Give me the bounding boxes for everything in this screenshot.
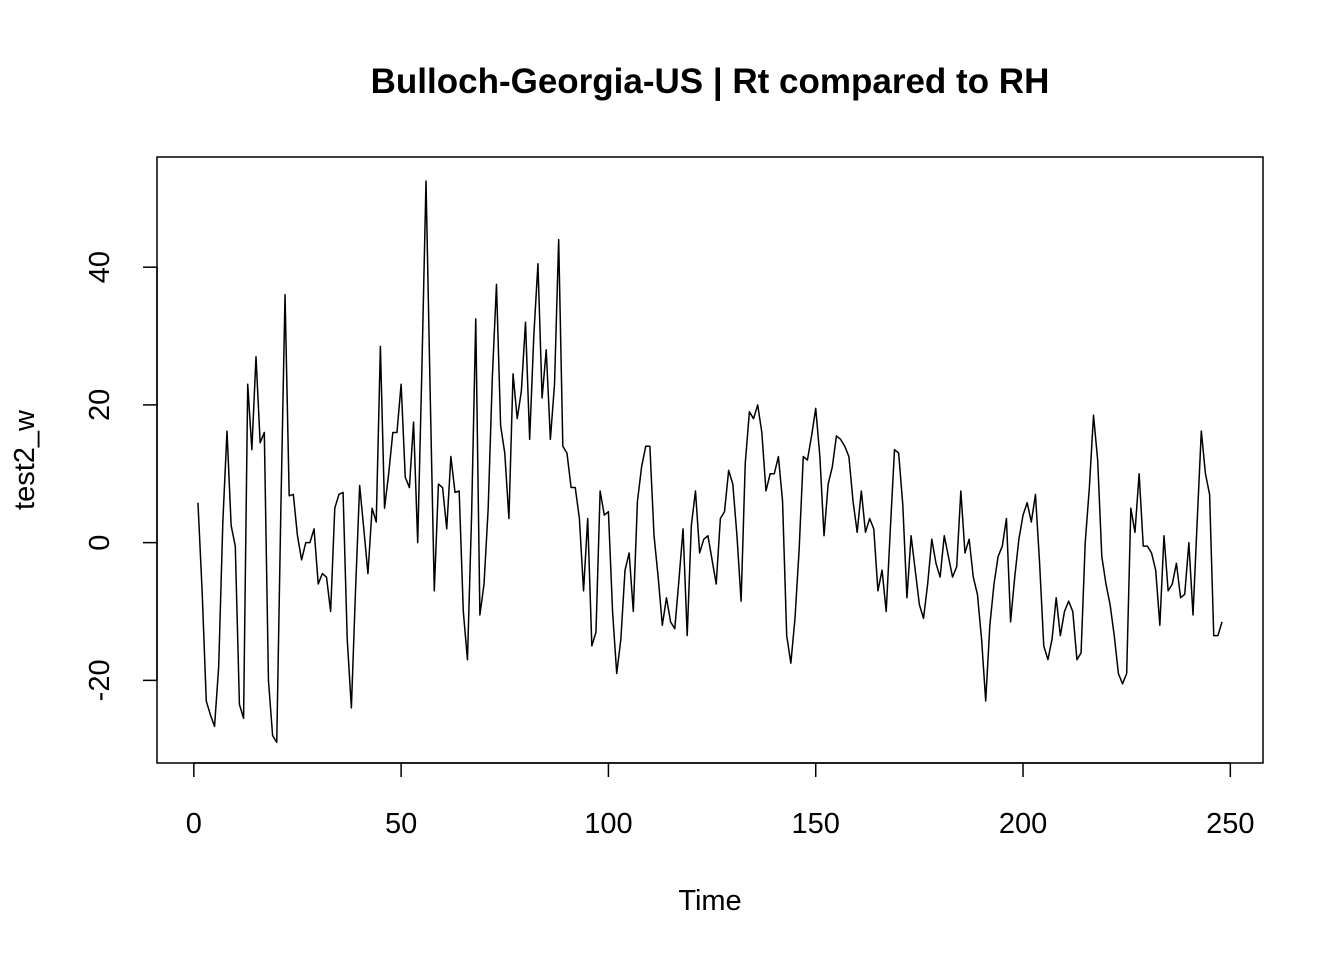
x-tick-label: 250	[1206, 808, 1254, 840]
y-tick-label: 40	[84, 251, 116, 283]
y-tick-label: 20	[84, 389, 116, 421]
y-tick-label: 0	[84, 535, 116, 551]
x-tick-label: 50	[385, 808, 417, 840]
y-axis-label: test2_w	[9, 409, 41, 510]
x-tick-label: 100	[584, 808, 632, 840]
x-tick-label: 200	[999, 808, 1047, 840]
x-axis: 0 50 100 150 200 250	[186, 762, 1255, 840]
series-line	[197, 180, 1223, 744]
y-axis: -20 0 20 40	[84, 251, 158, 701]
y-tick-label: -20	[84, 659, 116, 701]
x-axis-label: Time	[678, 885, 741, 917]
x-tick-label: 0	[186, 808, 202, 840]
x-tick-label: 150	[792, 808, 840, 840]
chart-title: Bulloch-Georgia-US | Rt compared to RH	[371, 62, 1050, 101]
